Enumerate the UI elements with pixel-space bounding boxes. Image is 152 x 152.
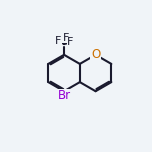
Text: F: F [67,37,74,47]
Text: Br: Br [58,90,71,102]
Text: F: F [55,36,62,46]
Text: O: O [91,48,100,60]
Text: F: F [63,33,69,43]
